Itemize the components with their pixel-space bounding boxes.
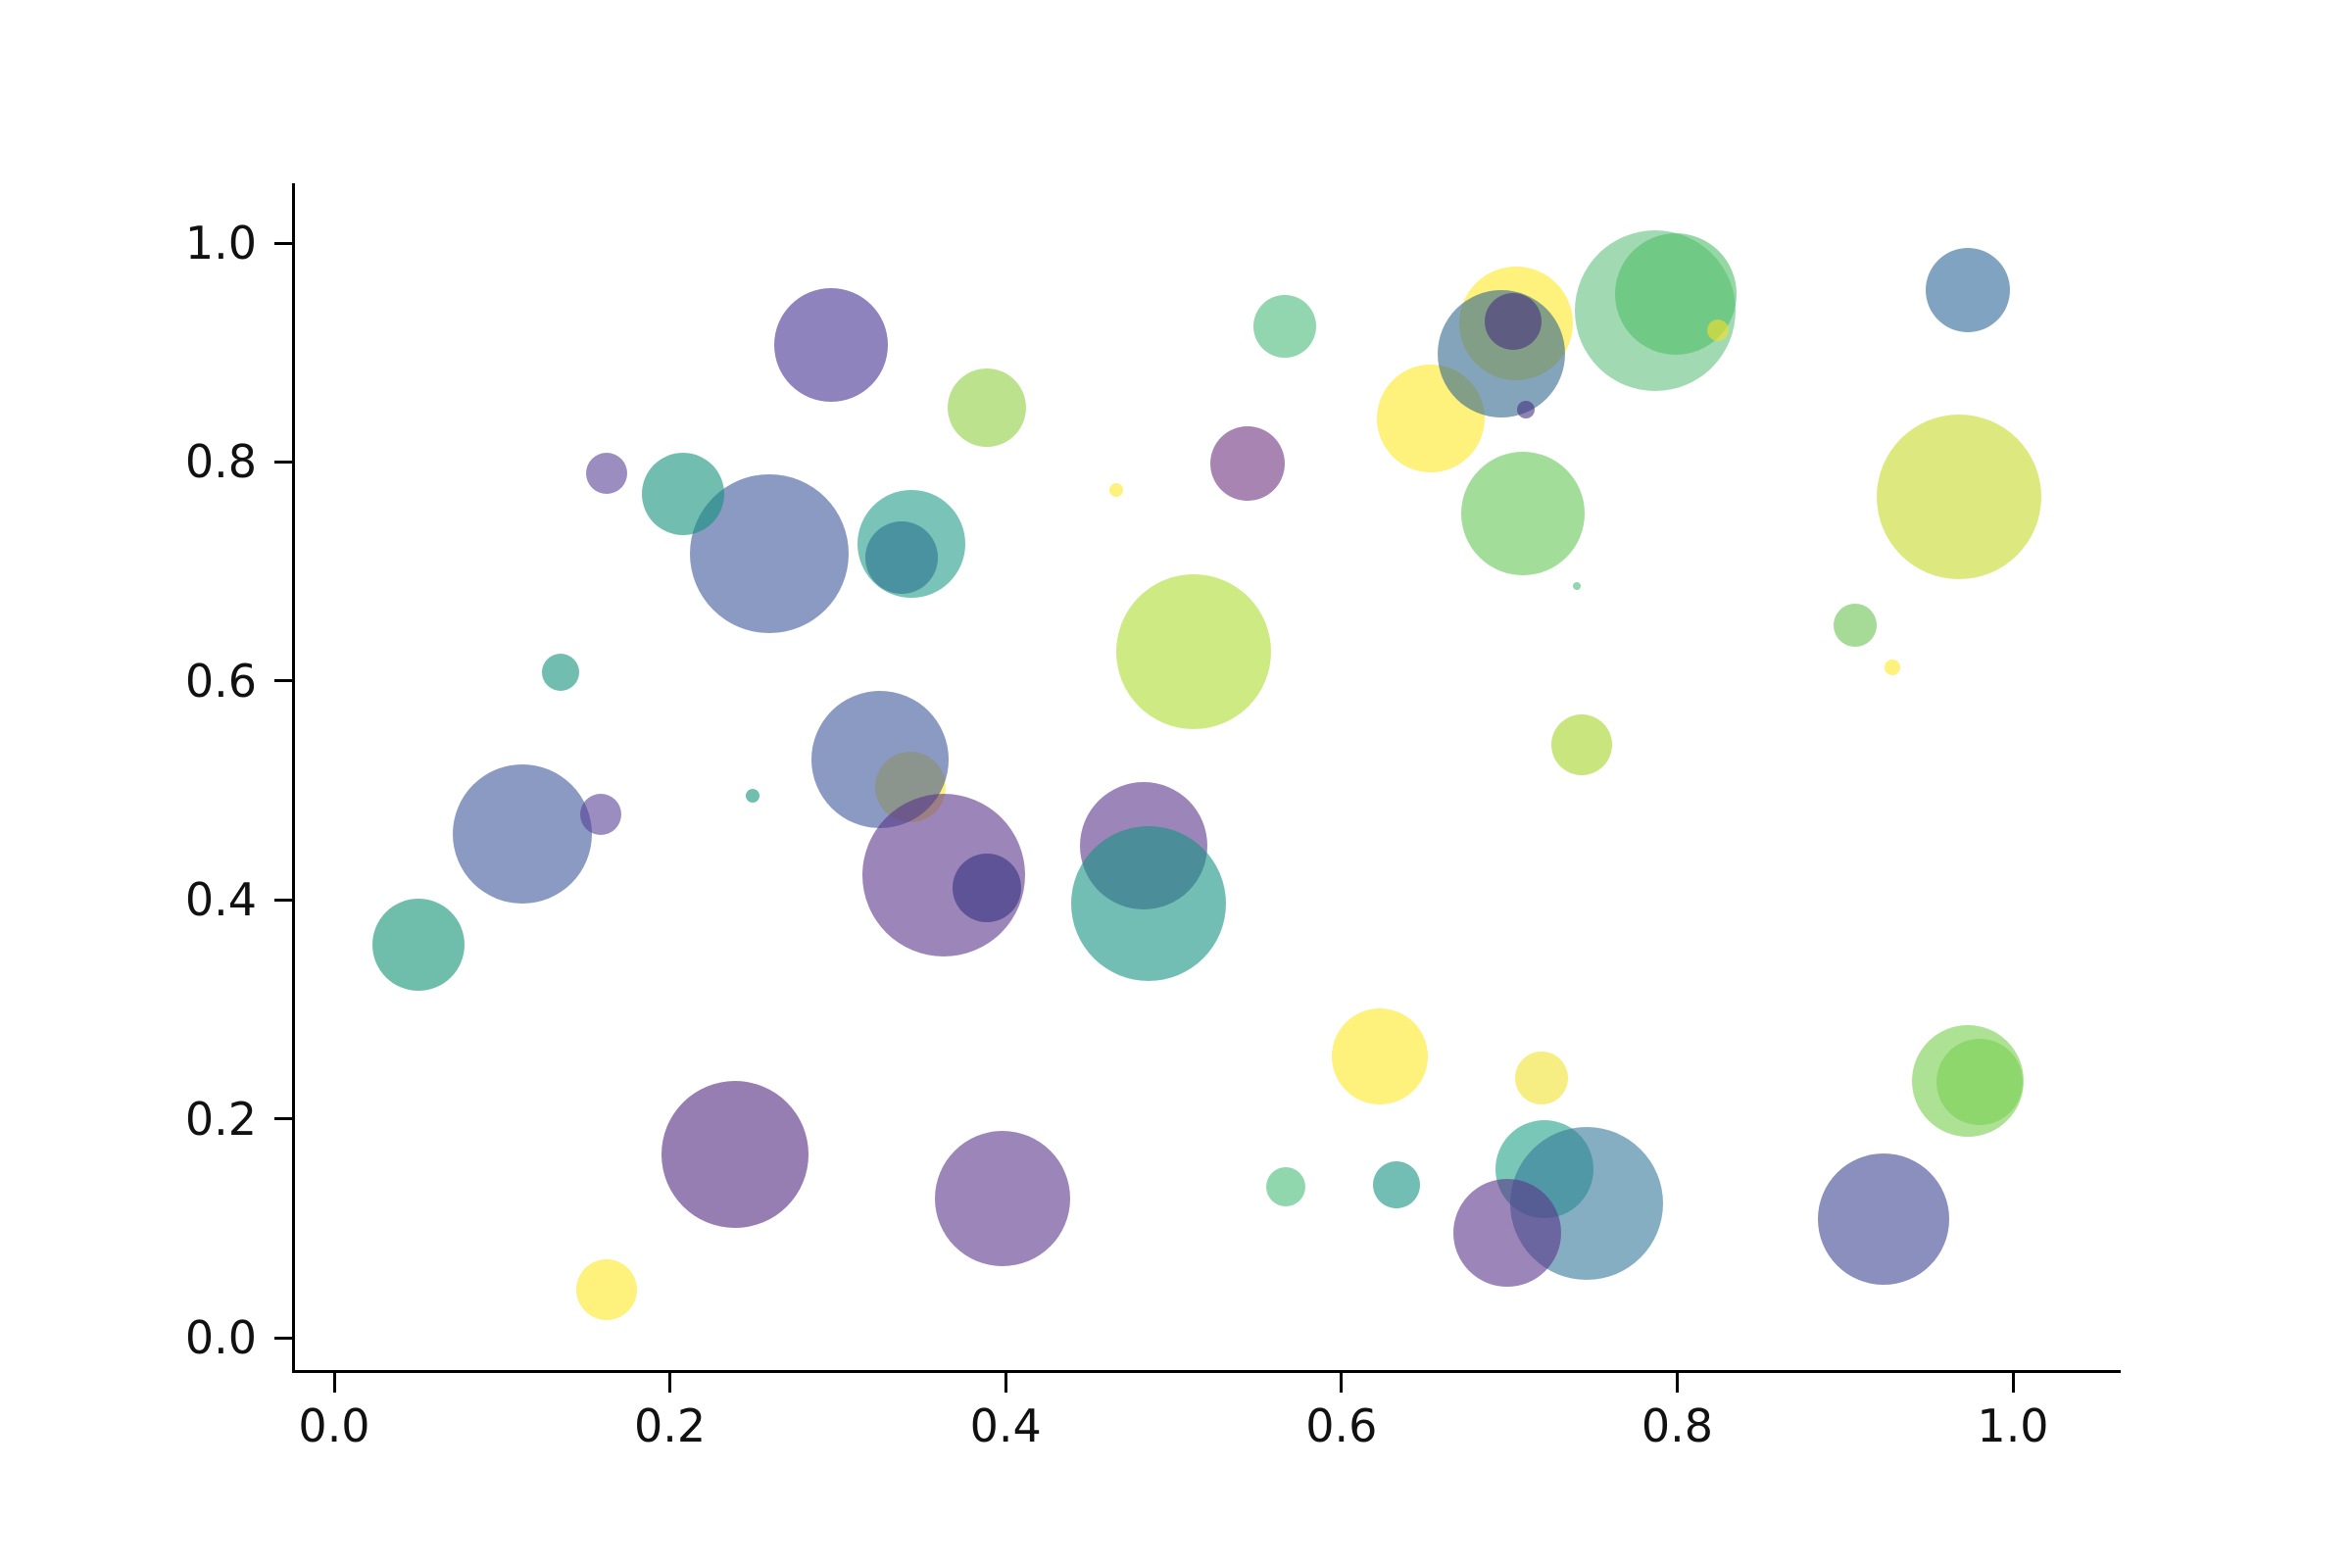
- y-tick-mark-0: [274, 1336, 294, 1340]
- bubble-point-18: [948, 368, 1027, 447]
- y-tick-label-4: 0.8: [184, 435, 257, 489]
- bubble-point-34: [1550, 713, 1612, 775]
- bubble-point-4: [774, 287, 889, 402]
- bubble-point-36: [1884, 660, 1900, 676]
- bubble-point-3: [864, 520, 938, 594]
- bubble-point-43: [1936, 1038, 2023, 1125]
- y-tick-mark-4: [274, 460, 294, 464]
- bubble-point-37: [1514, 1052, 1568, 1105]
- y-tick-mark-5: [274, 241, 294, 245]
- bubble-point-44: [575, 1258, 637, 1320]
- bubble-point-22: [1116, 573, 1272, 729]
- x-axis-spine: [292, 1370, 2121, 1373]
- bubble-point-1: [642, 452, 725, 535]
- bubble-point-33: [1572, 581, 1581, 590]
- bubble-point-5: [585, 452, 627, 494]
- bubble-point-46: [934, 1131, 1070, 1267]
- x-tick-label-2: 0.4: [969, 1399, 1042, 1452]
- bubble-point-45: [662, 1081, 809, 1229]
- bubble-point-25: [1484, 293, 1542, 351]
- y-tick-mark-2: [274, 898, 294, 902]
- bubble-point-6: [542, 653, 580, 691]
- bubble-point-48: [1373, 1160, 1421, 1208]
- bubble-point-31: [1877, 415, 2042, 580]
- y-tick-mark-1: [274, 1117, 294, 1121]
- bubble-point-16: [1070, 825, 1226, 981]
- x-tick-label-4: 0.8: [1641, 1399, 1713, 1452]
- y-tick-label-2: 0.4: [184, 873, 257, 927]
- bubble-point-19: [1209, 425, 1285, 501]
- bubble-point-41: [1818, 1153, 1950, 1286]
- x-tick-mark-4: [1675, 1373, 1679, 1393]
- bubble-point-10: [371, 898, 465, 991]
- y-tick-label-5: 1.0: [184, 217, 257, 270]
- bubble-point-30: [1925, 248, 2010, 333]
- y-tick-label-3: 0.6: [184, 654, 257, 708]
- bubble-point-20: [1109, 483, 1124, 498]
- bubble-point-17: [1252, 294, 1316, 358]
- bubble-point-14: [953, 853, 1022, 922]
- x-tick-mark-3: [1340, 1373, 1344, 1393]
- x-tick-mark-1: [668, 1373, 672, 1393]
- bubble-point-32: [1460, 451, 1585, 575]
- bubble-point-7: [452, 764, 592, 905]
- bubble-point-9: [745, 789, 760, 804]
- bubble-point-8: [580, 794, 622, 836]
- x-tick-label-0: 0.0: [298, 1399, 370, 1452]
- x-tick-mark-0: [332, 1373, 336, 1393]
- y-tick-label-1: 0.2: [184, 1092, 257, 1146]
- bubble-point-49: [1332, 1007, 1429, 1104]
- x-tick-mark-2: [1004, 1373, 1007, 1393]
- x-tick-label-1: 0.2: [634, 1399, 707, 1452]
- bubble-point-47: [1266, 1166, 1306, 1206]
- bubble-point-35: [1833, 603, 1877, 647]
- bubble-point-26: [1517, 400, 1536, 418]
- x-tick-label-5: 1.0: [1977, 1399, 2049, 1452]
- y-tick-label-0: 0.0: [184, 1311, 257, 1364]
- y-tick-mark-3: [274, 679, 294, 683]
- y-axis-spine: [292, 183, 295, 1373]
- x-tick-mark-5: [2011, 1373, 2015, 1393]
- bubble-point-40: [1453, 1178, 1562, 1287]
- x-tick-label-3: 0.6: [1305, 1399, 1378, 1452]
- bubble-point-29: [1706, 319, 1729, 342]
